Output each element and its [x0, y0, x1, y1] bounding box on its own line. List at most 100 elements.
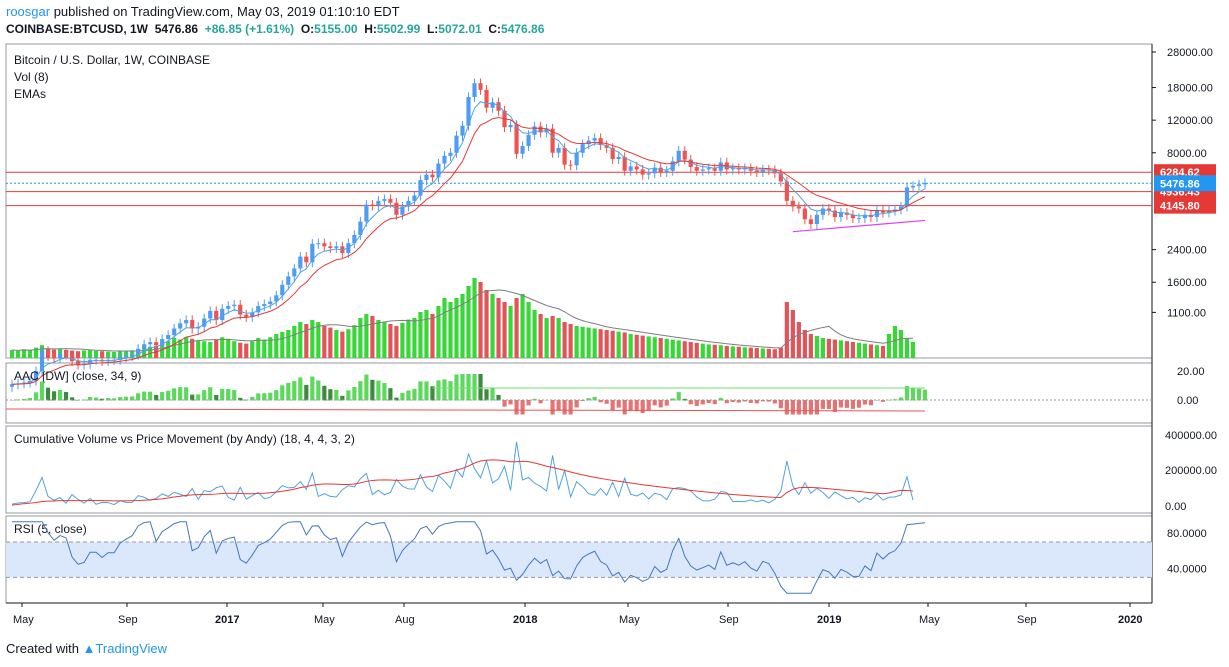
volume-bar: [202, 341, 207, 358]
aac-bar: [202, 390, 207, 401]
candle-body: [454, 135, 459, 153]
volume-bar: [196, 340, 201, 358]
candle-body: [784, 181, 789, 201]
aac-bar: [184, 387, 189, 401]
volume-bar: [718, 345, 723, 358]
pane-border-0: [5, 43, 1153, 359]
candle-body: [9, 384, 15, 387]
candle-body: [418, 180, 423, 196]
volume-bar: [598, 329, 603, 358]
candle-body: [466, 97, 471, 126]
rsi-pane[interactable]: RSI (5, close): [6, 521, 1152, 594]
candle-body: [820, 208, 825, 215]
candle-body: [400, 206, 405, 215]
volume-bar: [898, 330, 904, 358]
volume-bar: [520, 294, 525, 358]
volume-bar: [226, 338, 231, 358]
aac-bar: [232, 390, 237, 401]
volume-bar: [634, 334, 639, 358]
aac-bar: [790, 400, 795, 415]
pane-border-1: [5, 362, 1153, 424]
aac-tick-label: 20.00: [1177, 366, 1205, 378]
last-price-tag: [1154, 175, 1216, 192]
volume-bar: [106, 351, 111, 358]
candle-body: [57, 354, 63, 359]
volume-bar: [556, 318, 561, 358]
candle-body: [148, 342, 153, 345]
volume-bar: [27, 350, 33, 358]
candle-body: [214, 310, 219, 321]
aac-bar: [256, 393, 261, 401]
candle-body: [63, 354, 69, 356]
author-link[interactable]: roosgar: [6, 4, 51, 19]
aac-bar: [130, 396, 135, 401]
volume-bar: [532, 310, 537, 358]
volume-bar: [274, 334, 279, 358]
candle-body: [460, 125, 465, 136]
volume-bar: [856, 342, 862, 358]
time-tick-label: 2017: [215, 614, 239, 626]
price-tick-label: 18000.00: [1167, 83, 1213, 95]
candle-body: [652, 167, 657, 174]
candle-body: [508, 124, 513, 128]
cumulative-volume-pane[interactable]: Cumulative Volume vs Price Movement (by …: [11, 432, 914, 506]
volume-bar: [490, 294, 495, 358]
time-tick-label: May: [619, 614, 640, 626]
volume-bar: [94, 350, 99, 358]
aac-bar: [580, 400, 585, 402]
aac-bar: [220, 388, 225, 401]
volume-bar: [292, 326, 297, 358]
aac-bar: [742, 400, 747, 402]
volume-bar: [214, 339, 219, 358]
volume-bar: [382, 322, 387, 358]
aac-bar: [802, 400, 807, 415]
candle-body: [760, 169, 765, 172]
volume-bar: [514, 298, 519, 358]
aac-pane[interactable]: AAC [DW] (close, 34, 9): [5, 369, 1152, 415]
candle-body: [880, 210, 886, 213]
aac-bar: [526, 400, 531, 406]
volume-bar: [784, 302, 789, 358]
volume-bar: [628, 334, 633, 358]
aac-bar: [736, 400, 741, 403]
aac-bar: [274, 390, 279, 401]
volume-bar: [268, 337, 273, 358]
aac-bar: [460, 374, 465, 401]
candle-body: [51, 355, 57, 359]
volume-bar: [436, 306, 441, 358]
volume-bar: [21, 349, 27, 358]
candle-body: [166, 335, 171, 340]
candle-body: [700, 169, 705, 171]
volume-bar: [352, 325, 357, 358]
aac-bar: [760, 400, 765, 402]
candle-body: [69, 354, 75, 362]
aac-bar: [51, 391, 57, 401]
volume-bar: [424, 310, 429, 358]
candle-body: [33, 371, 39, 381]
candle-body: [556, 147, 561, 153]
aac-bar: [400, 392, 405, 401]
aac-bar: [808, 400, 813, 415]
footer-brand[interactable]: TradingView: [95, 641, 168, 656]
volume-bar: [622, 332, 627, 358]
candle-body: [580, 144, 585, 153]
candle-body: [238, 304, 243, 315]
aac-bar: [682, 398, 687, 401]
high-value: 5502.99: [376, 22, 421, 36]
publish-info: roosgar published on TradingView.com, Ma…: [6, 4, 400, 19]
candle-body: [778, 173, 783, 182]
time-tick-label: 2018: [513, 614, 537, 626]
aac-bar: [922, 389, 928, 401]
aac-bar: [592, 396, 597, 401]
aac-bar: [832, 400, 837, 412]
ema-slow-line: [11, 116, 926, 385]
aac-bar: [33, 392, 39, 401]
aac-bar: [166, 390, 171, 401]
candle-body: [604, 145, 609, 148]
candle-body: [634, 166, 639, 170]
aac-bar: [340, 395, 345, 401]
volume-bar: [580, 326, 585, 358]
volume-bar: [322, 326, 327, 358]
